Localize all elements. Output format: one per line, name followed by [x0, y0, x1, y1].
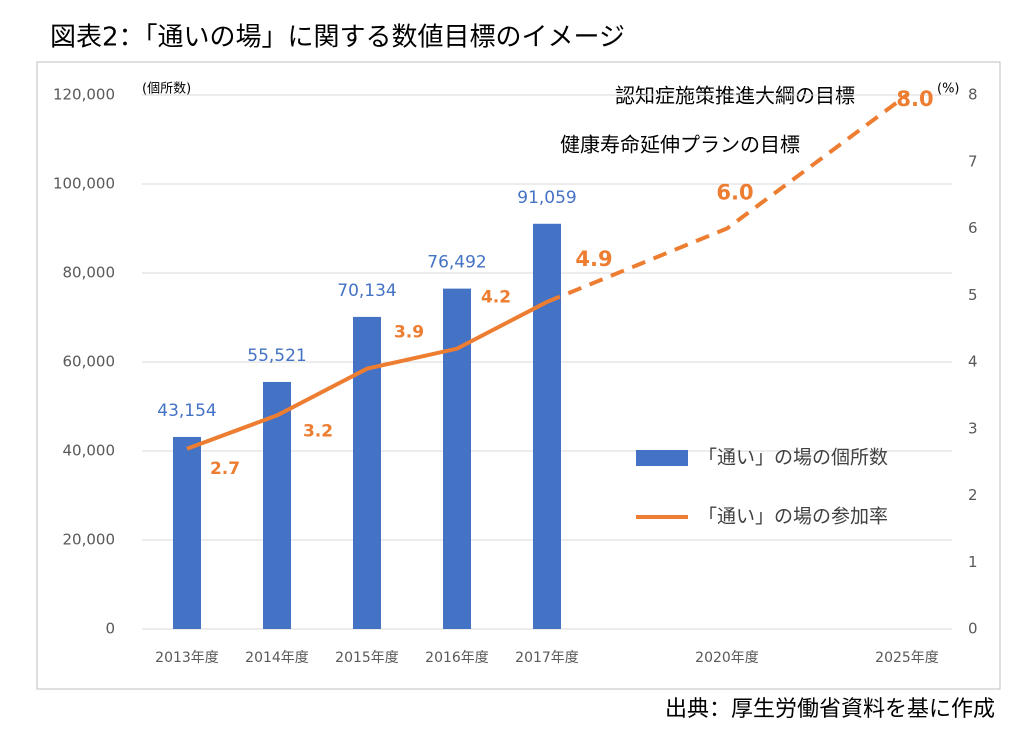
x-tick-label: 2025年度	[875, 650, 939, 666]
source: 出典：厚生労働省資料を基に作成	[665, 697, 995, 722]
annotation: 健康寿命延伸プランの目標	[560, 133, 800, 157]
line-value-label: 4.2	[481, 288, 511, 308]
bar-value-label: 55,521	[247, 346, 306, 366]
legend-swatch	[636, 450, 688, 466]
legend-label: 「通い」の場の個所数	[698, 447, 888, 469]
x-tick-label: 2017年度	[515, 650, 579, 666]
bar	[353, 316, 381, 629]
line	[186, 300, 548, 451]
x-tick-label: 2014年度	[245, 650, 309, 666]
line-target	[546, 93, 909, 304]
y2-axis-label: (%)	[937, 82, 960, 97]
x-tick-label: 2016年度	[425, 650, 489, 666]
y-tick-label: 120,000	[53, 86, 115, 104]
legend-label: 「通い」の場の参加率	[698, 506, 888, 528]
bar	[263, 381, 291, 629]
y-tick-label: 80,000	[63, 264, 116, 282]
y-tick-label: 20,000	[63, 531, 116, 549]
y2-tick-label: 4	[968, 353, 978, 371]
y-tick-label: 0	[105, 620, 115, 638]
y-tick-label: 40,000	[63, 442, 116, 460]
y-tick-label: 60,000	[63, 353, 116, 371]
y2-tick-label: 5	[968, 286, 978, 304]
line-value-label: 8.0	[896, 87, 933, 111]
line-value-label: 4.9	[575, 247, 612, 271]
y-tick-label: 100,000	[53, 175, 115, 193]
y2-tick-label: 0	[968, 620, 978, 638]
bar	[443, 288, 471, 629]
bar-value-label: 91,059	[517, 188, 576, 208]
y2-tick-label: 2	[968, 486, 978, 504]
bar-value-label: 76,492	[427, 253, 486, 273]
y-axis-label: (個所数)	[142, 82, 191, 97]
y2-tick-label: 3	[968, 419, 978, 437]
page-title: 図表2：「通いの場」に関する数値目標のイメージ	[50, 23, 625, 53]
bar	[533, 223, 561, 629]
y2-tick-label: 1	[968, 553, 978, 571]
bar-value-label: 43,154	[157, 401, 216, 421]
line-value-label: 3.9	[394, 323, 424, 343]
chart-frame	[36, 61, 1001, 690]
line-value-label: 3.2	[303, 421, 333, 441]
bar-value-label: 70,134	[337, 281, 396, 301]
x-tick-label: 2020年度	[695, 650, 759, 666]
y2-tick-label: 7	[968, 152, 978, 170]
y2-tick-label: 6	[968, 219, 978, 237]
x-tick-label: 2013年度	[155, 650, 219, 666]
y2-tick-label: 8	[968, 86, 978, 104]
bar	[173, 436, 201, 629]
x-tick-label: 2015年度	[335, 650, 399, 666]
line-value-label: 6.0	[716, 181, 753, 205]
line-value-label: 2.7	[210, 459, 240, 479]
